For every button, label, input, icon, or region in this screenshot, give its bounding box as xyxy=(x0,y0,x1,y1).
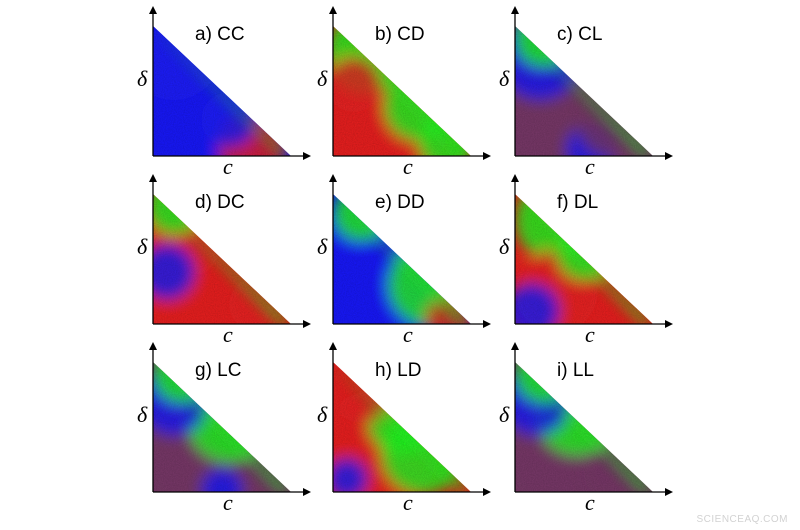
x-axis-label: c xyxy=(585,322,595,347)
x-axis-label: c xyxy=(403,322,413,347)
x-axis-label: c xyxy=(403,490,413,515)
heatmap-grain xyxy=(333,362,471,492)
y-axis-label: δ xyxy=(317,402,328,427)
panel-2: b) CD δ c xyxy=(317,6,491,179)
y-axis-label: δ xyxy=(499,234,510,259)
panel-title: i) LL xyxy=(557,360,594,381)
panel-title: a) CC xyxy=(195,24,245,45)
y-axis-label: δ xyxy=(137,66,148,91)
heatmap-grain xyxy=(515,26,653,156)
panel-5: e) DD δ c xyxy=(317,174,491,347)
y-axis-label: δ xyxy=(317,66,328,91)
y-axis-label: δ xyxy=(317,234,328,259)
heatmap-grain xyxy=(515,362,653,492)
panel-title: d) DC xyxy=(195,192,245,213)
panel-3: c) CL δ c xyxy=(499,6,673,179)
x-axis-label: c xyxy=(223,322,233,347)
heatmap-grain xyxy=(333,26,471,156)
panel-6: f) DL δ c xyxy=(499,174,673,347)
panel-7: g) LC δ c xyxy=(137,342,311,515)
panel-title: c) CL xyxy=(557,24,602,45)
heatmap-grain xyxy=(515,194,653,324)
heatmap-grain xyxy=(153,362,291,492)
panel-9: i) LL δ c xyxy=(499,342,673,515)
x-axis-label: c xyxy=(223,154,233,179)
panel-title: h) LD xyxy=(375,360,421,381)
y-axis-label: δ xyxy=(499,66,510,91)
panel-title: g) LC xyxy=(195,360,241,381)
panel-title: f) DL xyxy=(557,192,598,213)
heatmap-grain xyxy=(153,194,291,324)
panel-1: a) CC δ c xyxy=(137,6,311,179)
panel-8: h) LD δ c xyxy=(317,342,491,515)
watermark-text: SCIENCEAQ.COM xyxy=(696,514,788,525)
x-axis-label: c xyxy=(585,154,595,179)
x-axis-label: c xyxy=(585,490,595,515)
y-axis-label: δ xyxy=(499,402,510,427)
heatmap-grain xyxy=(333,194,471,324)
panel-title: b) CD xyxy=(375,24,425,45)
panel-title: e) DD xyxy=(375,192,425,213)
x-axis-label: c xyxy=(403,154,413,179)
x-axis-label: c xyxy=(223,490,233,515)
y-axis-label: δ xyxy=(137,234,148,259)
panel-4: d) DC δ c xyxy=(137,174,311,347)
heatmap-grain xyxy=(153,26,291,156)
y-axis-label: δ xyxy=(137,402,148,427)
